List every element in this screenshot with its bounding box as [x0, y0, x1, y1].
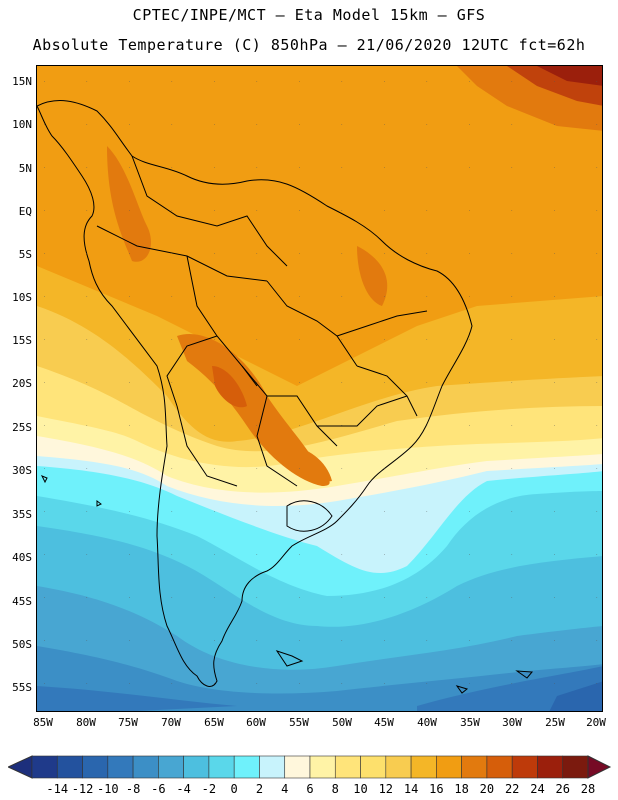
colorbar-swatch	[562, 755, 589, 779]
lon-label: 65W	[204, 716, 224, 729]
colorbar	[8, 755, 612, 779]
lat-label: 10N	[12, 118, 32, 131]
colorbar-swatch	[360, 755, 387, 779]
colorbar-label: 14	[403, 782, 419, 796]
lat-label: 50S	[12, 638, 32, 651]
lon-label: 40W	[417, 716, 437, 729]
colorbar-swatch	[233, 755, 260, 779]
colorbar-swatch	[56, 755, 83, 779]
graticule	[37, 66, 602, 711]
colorbar-label: 18	[454, 782, 469, 796]
lon-label: 80W	[76, 716, 96, 729]
colorbar-high-arrow	[587, 755, 612, 779]
colorbar-swatch	[334, 755, 361, 779]
lon-label: 20W	[586, 716, 606, 729]
colorbar-label: 8	[331, 782, 339, 796]
lon-label: 50W	[332, 716, 352, 729]
lat-label: 45S	[12, 595, 32, 608]
colorbar-label: 0	[230, 782, 238, 796]
colorbar-swatch	[31, 755, 58, 779]
lat-label: 5N	[18, 162, 32, 175]
lat-label: 25S	[12, 421, 32, 434]
colorbar-label: 6	[306, 782, 314, 796]
colorbar-label: 26	[555, 782, 570, 796]
colorbar-swatch	[511, 755, 538, 779]
colorbar-label: 28	[580, 782, 596, 796]
colorbar-swatch	[537, 755, 564, 779]
colorbar-label: 12	[378, 782, 394, 796]
colorbar-label: -10	[96, 782, 119, 796]
lat-label: 15N	[12, 75, 32, 88]
lon-label: 85W	[33, 716, 53, 729]
lon-label: 55W	[289, 716, 309, 729]
lon-label: 25W	[545, 716, 565, 729]
lat-label: 20S	[12, 377, 32, 390]
lat-label: 35S	[12, 508, 32, 521]
colorbar-label: -4	[176, 782, 191, 796]
lat-label: 5S	[18, 248, 32, 261]
lon-label: 45W	[374, 716, 394, 729]
colorbar-swatch	[132, 755, 159, 779]
colorbar-label: 20	[479, 782, 495, 796]
colorbar-label: -6	[151, 782, 166, 796]
colorbar-swatch	[284, 755, 311, 779]
lon-label: 35W	[460, 716, 480, 729]
colorbar-swatch	[183, 755, 210, 779]
colorbar-label: -8	[125, 782, 141, 796]
lat-label: 30S	[12, 464, 32, 477]
colorbar-swatch	[436, 755, 462, 779]
colorbar-swatch	[82, 755, 109, 779]
lat-label: 15S	[12, 334, 32, 347]
lat-label: 40S	[12, 551, 32, 564]
colorbar-label: 4	[281, 782, 289, 796]
colorbar-label: -14	[46, 782, 69, 796]
colorbar-low-arrow	[8, 755, 33, 779]
colorbar-swatch	[208, 755, 235, 779]
lat-label: 55S	[12, 681, 32, 694]
colorbar-label: 2	[255, 782, 264, 796]
colorbar-label: 10	[353, 782, 368, 796]
lat-label: EQ	[18, 205, 32, 218]
map-title-variable: Absolute Temperature (C) 850hPa – 21/06/…	[32, 36, 586, 54]
colorbar-swatch	[461, 755, 488, 779]
lon-label: 30W	[502, 716, 522, 729]
colorbar-label: 22	[504, 782, 520, 796]
temperature-map-svg	[37, 66, 602, 711]
colorbar-swatch	[259, 755, 286, 779]
map-title-source: CPTEC/INPE/MCT – Eta Model 15km – GFS	[132, 6, 486, 24]
colorbar-label: -2	[201, 782, 217, 796]
colorbar-swatch	[486, 755, 513, 779]
lon-label: 60W	[246, 716, 266, 729]
lon-label: 70W	[161, 716, 181, 729]
colorbar-label: 24	[530, 782, 545, 796]
lat-label: 10S	[12, 291, 32, 304]
colorbar-swatch	[385, 755, 412, 779]
colorbar-swatch	[158, 755, 184, 779]
colorbar-label: -12	[71, 782, 94, 796]
colorbar-swatch	[410, 755, 437, 779]
temperature-map	[36, 65, 603, 712]
lon-label: 75W	[118, 716, 138, 729]
colorbar-swatch	[309, 755, 336, 779]
colorbar-label: 16	[429, 782, 444, 796]
colorbar-swatch	[107, 755, 134, 779]
